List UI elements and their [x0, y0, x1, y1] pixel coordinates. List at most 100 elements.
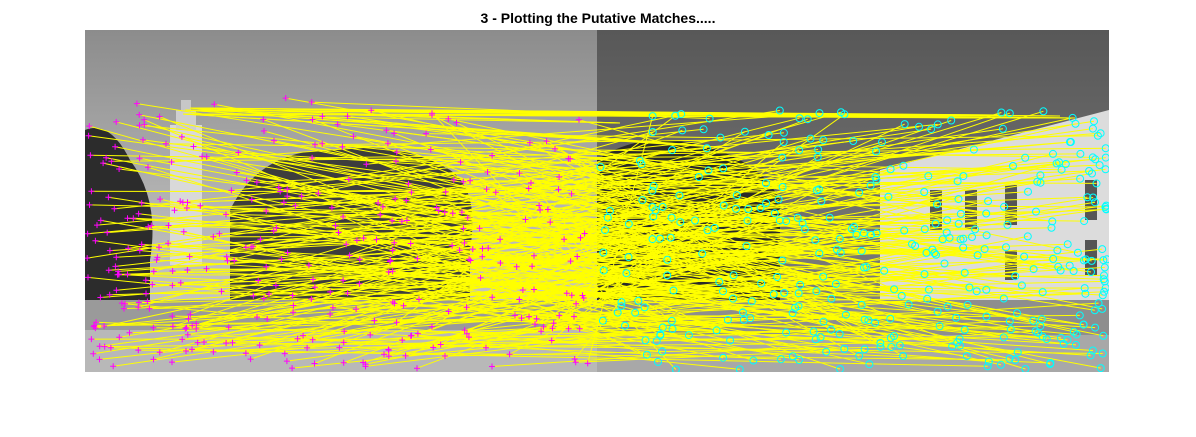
right-keypoint-marker: [777, 355, 785, 364]
match-line: [138, 149, 673, 308]
left-keypoint-marker: [156, 113, 163, 120]
right-keypoint-marker: [1098, 304, 1107, 313]
left-keypoint-marker: [103, 154, 110, 161]
left-keypoint-marker: [264, 316, 271, 322]
right-keypoint-marker: [1091, 198, 1099, 207]
right-keypoint-marker: [648, 235, 657, 244]
left-keypoint-marker: [368, 107, 375, 114]
right-keypoint-marker: [841, 310, 850, 319]
left-keypoint-marker: [344, 113, 351, 120]
left-keypoint-marker: [393, 149, 400, 156]
left-keypoint-marker: [136, 122, 143, 129]
right-keypoint-marker: [1003, 220, 1012, 229]
left-keypoint-marker: [255, 277, 262, 284]
right-keypoint-marker: [1049, 149, 1057, 158]
left-keypoint-marker: [340, 359, 347, 366]
right-keypoint-marker: [1013, 348, 1022, 357]
match-line: [232, 342, 1103, 354]
left-keypoint-marker: [311, 284, 318, 291]
left-keypoint-marker: [381, 351, 387, 358]
left-keypoint-marker: [565, 325, 572, 332]
right-keypoint-marker: [756, 204, 765, 212]
match-line: [139, 250, 1068, 341]
right-keypoint-marker: [635, 156, 644, 165]
left-keypoint-marker: [85, 255, 91, 262]
left-keypoint-marker: [379, 203, 386, 210]
right-keypoint-marker: [860, 263, 868, 272]
left-keypoint-marker: [463, 304, 470, 311]
left-keypoint-marker: [270, 227, 277, 234]
right-keypoint-marker: [624, 219, 633, 228]
right-keypoint-marker: [788, 352, 797, 361]
left-keypoint-marker: [335, 229, 342, 236]
match-line: [182, 113, 621, 124]
left-keypoint-marker: [90, 350, 97, 357]
right-keypoint-marker: [719, 201, 728, 210]
left-keypoint-marker: [125, 245, 132, 252]
match-line: [234, 249, 1058, 262]
left-keypoint-marker: [256, 342, 263, 349]
right-keypoint-marker: [1088, 153, 1097, 162]
right-keypoint-marker: [712, 326, 721, 335]
right-keypoint-marker: [959, 243, 968, 252]
right-keypoint-marker: [1013, 309, 1021, 318]
left-keypoint-marker: [182, 325, 189, 332]
match-line: [387, 142, 891, 339]
left-keypoint-marker: [169, 323, 176, 330]
right-keypoint-marker: [676, 218, 685, 227]
match-line: [89, 125, 674, 291]
left-keypoint-marker: [225, 324, 232, 331]
right-keypoint-marker: [947, 116, 956, 125]
left-keypoint-marker: [522, 216, 529, 223]
left-keypoint-marker: [556, 312, 563, 319]
right-keypoint-marker: [876, 339, 885, 347]
left-keypoint-marker: [577, 234, 584, 241]
left-keypoint-marker: [375, 200, 382, 206]
left-keypoint-marker: [300, 332, 307, 339]
right-keypoint-marker: [969, 145, 978, 154]
left-keypoint-marker: [391, 239, 398, 246]
left-keypoint-marker: [135, 210, 142, 217]
right-keypoint-marker: [656, 234, 664, 243]
left-keypoint-marker: [489, 363, 495, 370]
left-keypoint-marker: [319, 140, 326, 147]
right-keypoint-marker: [1065, 261, 1074, 270]
right-keypoint-marker: [815, 109, 824, 118]
match-line: [245, 238, 840, 354]
right-keypoint-marker: [634, 296, 643, 305]
right-keypoint-marker: [943, 302, 952, 311]
left-keypoint-marker: [529, 263, 536, 270]
right-keypoint-marker: [761, 179, 770, 188]
right-keypoint-marker: [1100, 287, 1109, 296]
left-keypoint-marker: [414, 330, 421, 337]
right-keypoint-marker: [1072, 340, 1080, 349]
right-keypoint-marker: [663, 255, 672, 264]
match-line: [402, 287, 1085, 341]
right-keypoint-marker: [668, 324, 677, 333]
left-keypoint-marker: [113, 118, 120, 125]
left-keypoint-marker: [193, 325, 200, 332]
left-keypoint-marker: [86, 123, 93, 130]
match-line: [96, 169, 709, 226]
left-keypoint-marker: [203, 153, 210, 160]
right-keypoint-marker: [922, 248, 931, 257]
left-keypoint-marker: [572, 359, 579, 366]
left-keypoint-marker: [479, 253, 486, 260]
right-keypoint-marker: [864, 316, 873, 325]
left-keypoint-marker: [116, 166, 123, 172]
left-keypoint-marker: [476, 225, 483, 232]
right-keypoint-marker: [791, 303, 800, 312]
left-keypoint-marker: [289, 365, 296, 372]
left-keypoint-marker: [183, 324, 190, 331]
left-keypoint-marker: [385, 353, 392, 360]
right-keypoint-marker: [795, 114, 804, 123]
left-keypoint-marker: [250, 243, 256, 250]
match-line: [444, 346, 892, 357]
left-keypoint-marker: [169, 313, 176, 320]
left-keypoint-marker: [156, 244, 162, 251]
match-line: [406, 220, 1010, 360]
right-keypoint-marker: [1075, 311, 1084, 320]
left-keypoint-marker: [93, 319, 100, 326]
right-keypoint-marker: [742, 242, 751, 251]
right-keypoint-marker: [840, 345, 849, 353]
